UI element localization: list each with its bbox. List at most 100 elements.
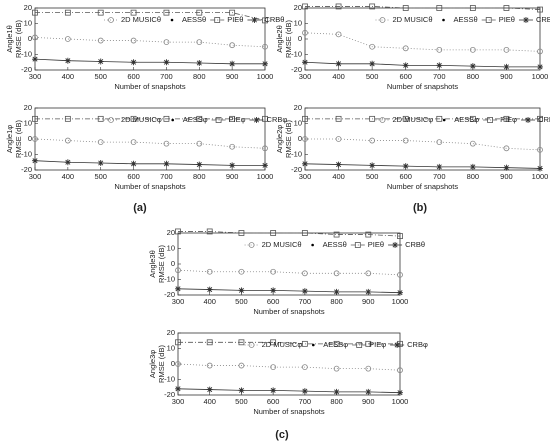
series <box>32 136 268 152</box>
y-tick-label: 10 <box>294 18 302 27</box>
marker <box>402 45 409 52</box>
marker <box>469 163 476 170</box>
y-tick-label: -10 <box>164 374 175 383</box>
x-axis-label: Number of snapshots <box>253 407 325 416</box>
marker <box>163 59 170 66</box>
x-tick-label: 900 <box>362 397 375 406</box>
series <box>32 56 268 67</box>
marker <box>196 115 203 122</box>
legend-entry: 2D MUSICφ <box>104 115 162 124</box>
marker <box>302 115 308 122</box>
series-line <box>305 138 541 151</box>
marker <box>175 267 181 274</box>
x-tick-label: 600 <box>399 72 412 81</box>
x-axis-label: Number of snapshots <box>114 82 186 91</box>
y-tick-label: 20 <box>24 3 32 12</box>
marker <box>333 365 340 372</box>
marker <box>436 62 443 69</box>
marker <box>369 162 376 169</box>
x-tick-label: 800 <box>193 172 206 181</box>
marker <box>270 230 277 236</box>
x-tick-label: 400 <box>203 297 216 306</box>
legend-entry: PIEθ <box>210 15 243 24</box>
marker <box>206 386 213 393</box>
x-tick-label: 1000 <box>257 172 274 181</box>
x-tick-label: 500 <box>366 172 379 181</box>
series-line <box>178 341 400 345</box>
y-tick-label: -10 <box>291 149 302 158</box>
marker <box>335 60 342 67</box>
series <box>302 115 543 122</box>
x-tick-label: 400 <box>62 72 75 81</box>
legend-label: CRBθ <box>536 15 550 24</box>
marker <box>238 339 245 346</box>
y-tick-label: 0 <box>298 34 302 43</box>
marker <box>365 270 372 277</box>
legend-entry: PIEφ <box>352 340 386 349</box>
marker <box>333 270 340 277</box>
legend-marker <box>354 242 361 248</box>
series <box>302 59 543 70</box>
marker <box>130 37 137 44</box>
marker <box>229 42 236 49</box>
x-tick-label: 300 <box>172 397 185 406</box>
series-line <box>177 388 401 394</box>
x-tick-label: 400 <box>332 172 345 181</box>
y-axis-label: RMSE (dB) <box>157 345 166 383</box>
panel-label: (a) <box>133 202 147 214</box>
legend-label: CRBφ <box>407 340 428 349</box>
marker <box>229 115 236 122</box>
marker <box>469 115 476 122</box>
y-tick-label: 20 <box>167 228 175 237</box>
x-axis-label: Number of snapshots <box>387 182 459 191</box>
legend-label: AESSφ <box>454 115 479 124</box>
x-tick-label: 500 <box>366 72 379 81</box>
legend-label: AESSφ <box>183 115 208 124</box>
x-tick-label: 500 <box>235 297 248 306</box>
panel-label: (b) <box>413 202 427 214</box>
legend-marker <box>394 342 401 348</box>
marker <box>229 162 236 169</box>
series <box>175 228 403 240</box>
marker <box>301 270 308 277</box>
series-line <box>34 37 266 48</box>
y-tick-label: 0 <box>28 134 32 143</box>
marker <box>97 160 104 167</box>
series <box>175 385 403 396</box>
legend-entry: CRBθ <box>247 15 284 24</box>
marker <box>97 9 104 16</box>
marker <box>301 340 308 347</box>
legend-entry: CRBφ <box>390 340 428 349</box>
y-tick-label: 10 <box>24 118 32 127</box>
marker <box>64 9 71 16</box>
marker <box>397 367 403 374</box>
marker <box>335 3 342 10</box>
marker <box>469 140 476 147</box>
x-tick-label: 700 <box>433 72 446 81</box>
y-axis-label: RMSE (dB) <box>284 120 293 158</box>
series <box>175 339 403 347</box>
legend-label: PIEφ <box>369 340 386 349</box>
legend-entry: AESSθ <box>170 15 206 24</box>
marker <box>537 48 543 55</box>
marker <box>537 146 543 153</box>
x-tick-label: 500 <box>235 397 248 406</box>
legend-label: CRBθ <box>405 240 425 249</box>
legend-label: 2D MUSICφ <box>121 115 162 124</box>
series <box>175 361 403 374</box>
x-tick-label: 900 <box>500 72 513 81</box>
legend-marker <box>253 117 260 123</box>
x-axis-label: Number of snapshots <box>253 307 325 316</box>
marker <box>365 340 372 347</box>
marker <box>302 59 308 66</box>
marker <box>32 115 38 122</box>
series-line <box>304 32 541 52</box>
x-tick-label: 700 <box>433 172 446 181</box>
y-axis-label: Angle3φ <box>148 350 157 378</box>
marker <box>503 5 510 11</box>
marker <box>64 36 71 42</box>
marker <box>262 115 268 122</box>
legend-marker <box>442 118 446 122</box>
marker <box>369 137 376 144</box>
series <box>175 267 403 278</box>
